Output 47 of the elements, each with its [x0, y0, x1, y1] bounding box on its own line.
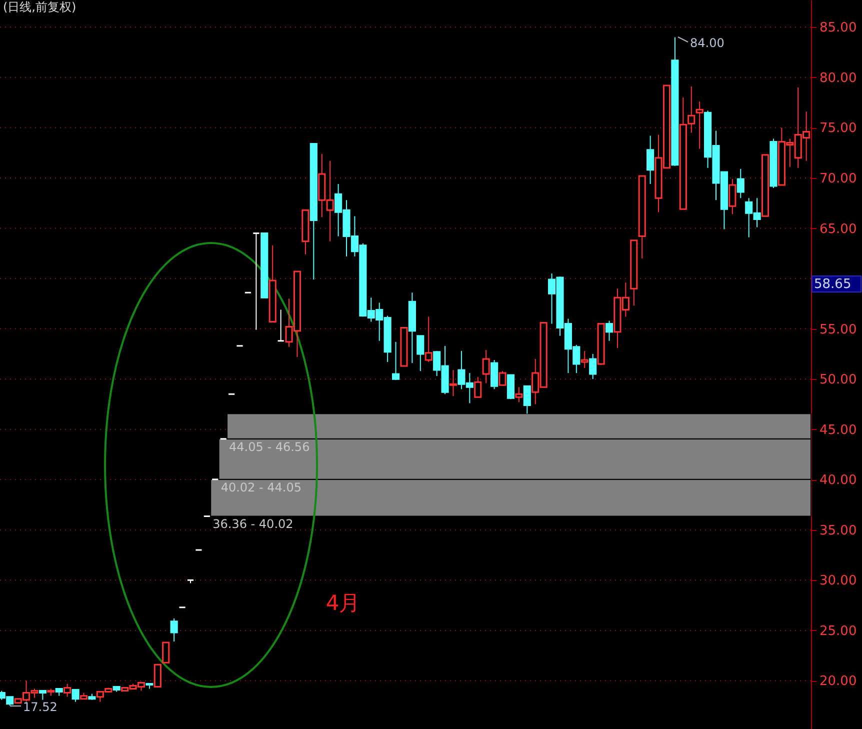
candlestick — [38, 690, 46, 700]
candlestick — [498, 370, 506, 386]
band-label: 40.02 - 44.05 — [220, 480, 302, 494]
candlestick — [728, 178, 736, 215]
y-tick-label: 85.00 — [820, 20, 857, 36]
candlestick — [277, 309, 285, 342]
candlestick — [646, 135, 654, 185]
chart-title: (日线,前复权) — [3, 0, 76, 14]
annotation: 4月 — [326, 591, 360, 615]
y-tick-label: 20.00 — [820, 674, 857, 690]
candlestick — [523, 385, 531, 414]
annotation: 84.00 — [690, 36, 724, 50]
candlestick — [474, 376, 482, 398]
y-tick-label: 75.00 — [820, 121, 857, 136]
candlestick — [490, 359, 498, 390]
candlestick — [424, 316, 432, 362]
y-tick-label: 45.00 — [820, 422, 857, 438]
y-tick-label: 65.00 — [820, 222, 857, 237]
candlestick — [696, 101, 704, 150]
y-tick-label: 50.00 — [820, 372, 857, 388]
band-label: 44.05 - 46.56 — [229, 440, 310, 454]
candlestick — [162, 642, 170, 664]
candlestick — [72, 689, 80, 702]
y-tick-label: 25.00 — [820, 624, 857, 639]
candlestick — [515, 386, 523, 403]
y-tick-label: 55.00 — [820, 322, 857, 338]
y-tick-label: 30.00 — [820, 574, 857, 589]
candlestick — [580, 350, 588, 369]
candlestick — [416, 335, 424, 372]
candlestick — [506, 374, 515, 400]
annotation: 17.52 — [23, 700, 58, 714]
candlestick — [170, 618, 178, 642]
text: 58.65 — [814, 277, 852, 292]
y-tick-label: 70.00 — [820, 171, 857, 186]
candlestick — [482, 349, 490, 384]
candlestick — [589, 353, 597, 380]
candlestick — [605, 320, 614, 342]
y-tick-label: 35.00 — [820, 523, 857, 538]
band-label: 36.36 - 40.02 — [212, 517, 294, 532]
candlestick — [64, 683, 72, 698]
y-tick-label: 40.00 — [820, 473, 857, 488]
candlestick — [449, 370, 458, 397]
candlestick — [392, 341, 400, 381]
candlestick — [252, 232, 260, 330]
y-tick-label: 80.00 — [820, 70, 857, 86]
candlestick — [736, 168, 744, 199]
candlestick — [154, 664, 162, 688]
